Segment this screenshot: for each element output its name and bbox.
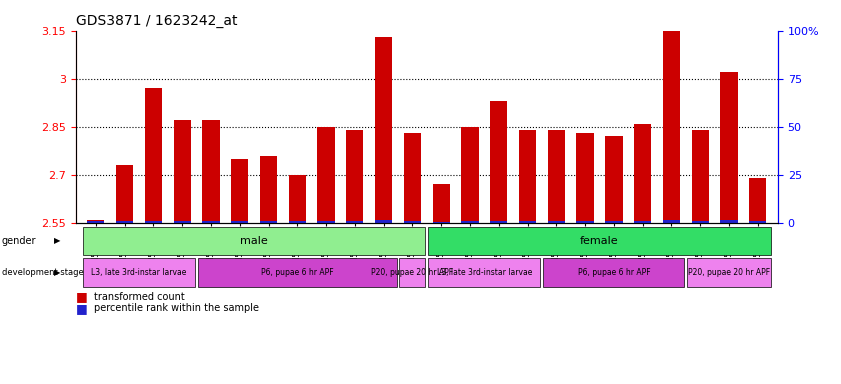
Bar [87,222,104,223]
Bar [606,221,622,223]
Bar [203,120,220,223]
Text: percentile rank within the sample: percentile rank within the sample [94,303,259,313]
Text: L3, late 3rd-instar larvae: L3, late 3rd-instar larvae [436,268,532,277]
Bar [145,221,162,223]
Text: development stage: development stage [2,268,83,277]
Bar [432,184,450,223]
Bar [721,72,738,223]
Bar [749,222,766,223]
Text: P6, pupae 6 hr APF: P6, pupae 6 hr APF [261,268,334,277]
Bar [691,221,709,223]
Bar [288,221,306,223]
Bar [173,221,191,223]
Bar [576,221,594,223]
Bar [375,37,392,223]
Bar [260,221,278,223]
Bar [317,127,335,223]
Text: P20, pupae 20 hr APF: P20, pupae 20 hr APF [372,268,453,277]
Bar [260,156,278,223]
Bar [634,221,651,223]
Text: L3, late 3rd-instar larvae: L3, late 3rd-instar larvae [92,268,187,277]
Bar [317,221,335,223]
Text: gender: gender [2,236,36,246]
Text: ■: ■ [76,302,87,315]
Text: transformed count: transformed count [94,292,185,302]
Bar [490,221,507,223]
Bar [519,130,537,223]
Bar [231,221,248,223]
Bar [173,120,191,223]
Bar [432,222,450,223]
Text: ■: ■ [76,290,87,303]
Bar [288,175,306,223]
Bar [231,159,248,223]
Bar [547,221,565,223]
Bar [547,130,565,223]
Bar [145,88,162,223]
Text: P6, pupae 6 hr APF: P6, pupae 6 hr APF [578,268,650,277]
Text: male: male [241,236,268,246]
Text: female: female [580,236,619,246]
Bar [663,31,680,223]
Bar [576,133,594,223]
Bar [519,221,537,223]
Bar [721,220,738,223]
Bar [462,221,479,223]
Bar [87,220,104,223]
Bar [490,101,507,223]
Text: P20, pupae 20 hr APF: P20, pupae 20 hr APF [688,268,770,277]
Bar [116,165,133,223]
Bar [346,130,363,223]
Bar [749,178,766,223]
Text: ▶: ▶ [54,237,61,245]
Bar [116,222,133,223]
Bar [404,133,421,223]
Text: GDS3871 / 1623242_at: GDS3871 / 1623242_at [76,14,237,28]
Bar [462,127,479,223]
Bar [691,130,709,223]
Text: ▶: ▶ [54,268,61,277]
Bar [606,136,622,223]
Bar [404,221,421,223]
Bar [346,221,363,223]
Bar [634,124,651,223]
Bar [663,220,680,223]
Bar [203,221,220,223]
Bar [375,220,392,223]
